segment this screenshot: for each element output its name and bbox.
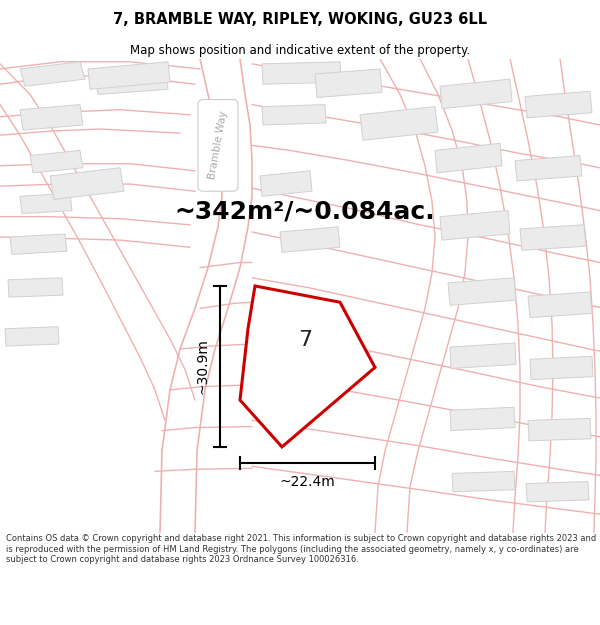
Polygon shape: [240, 286, 375, 447]
Polygon shape: [20, 62, 85, 86]
Polygon shape: [360, 107, 438, 140]
FancyBboxPatch shape: [198, 99, 238, 191]
Polygon shape: [528, 418, 591, 441]
Polygon shape: [525, 91, 592, 118]
Polygon shape: [280, 227, 340, 253]
Polygon shape: [8, 278, 63, 297]
Polygon shape: [88, 62, 170, 89]
Polygon shape: [10, 234, 67, 254]
Polygon shape: [452, 471, 515, 492]
Text: Map shows position and indicative extent of the property.: Map shows position and indicative extent…: [130, 44, 470, 57]
Polygon shape: [30, 151, 83, 173]
Polygon shape: [440, 211, 510, 240]
Text: Contains OS data © Crown copyright and database right 2021. This information is : Contains OS data © Crown copyright and d…: [6, 534, 596, 564]
Polygon shape: [20, 104, 83, 130]
Polygon shape: [260, 171, 312, 196]
Polygon shape: [262, 62, 341, 84]
Polygon shape: [315, 69, 382, 98]
Polygon shape: [450, 343, 516, 369]
Polygon shape: [530, 356, 593, 379]
Text: ~342m²/~0.084ac.: ~342m²/~0.084ac.: [175, 199, 436, 224]
Polygon shape: [515, 156, 582, 181]
Text: ~30.9m: ~30.9m: [196, 339, 210, 394]
Polygon shape: [450, 407, 515, 431]
Polygon shape: [528, 292, 592, 318]
Polygon shape: [520, 225, 586, 250]
Polygon shape: [526, 481, 589, 502]
Text: 7, BRAMBLE WAY, RIPLEY, WOKING, GU23 6LL: 7, BRAMBLE WAY, RIPLEY, WOKING, GU23 6LL: [113, 12, 487, 27]
Polygon shape: [448, 278, 516, 305]
Polygon shape: [435, 143, 502, 173]
Polygon shape: [50, 168, 124, 199]
Polygon shape: [20, 193, 72, 214]
Text: 7: 7: [298, 330, 312, 350]
Polygon shape: [5, 327, 59, 346]
Polygon shape: [95, 69, 168, 94]
Polygon shape: [440, 79, 512, 109]
Text: ~22.4m: ~22.4m: [280, 476, 335, 489]
Text: Bramble Way: Bramble Way: [207, 111, 229, 181]
Polygon shape: [262, 104, 326, 125]
